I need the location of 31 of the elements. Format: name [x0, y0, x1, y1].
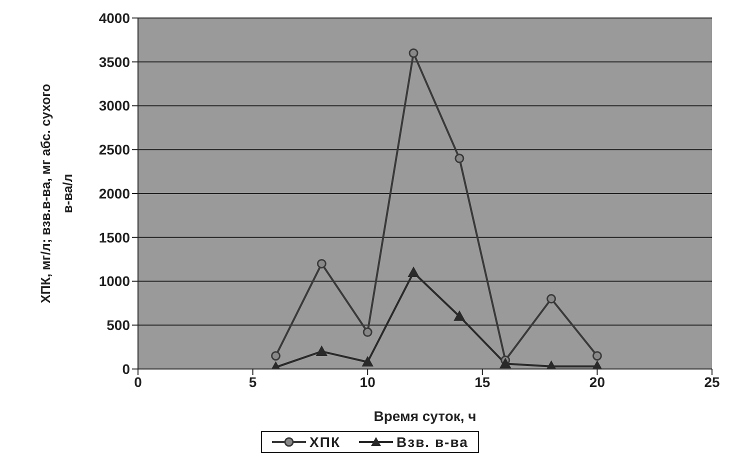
y-tick-label: 4000 — [98, 10, 130, 26]
x-tick-label: 15 — [474, 374, 490, 390]
y-axis-title: ХПК, мг/л; взв.в-ва, мг абс. сухого в-ва/л — [38, 84, 75, 304]
point — [271, 351, 281, 361]
point — [316, 346, 328, 356]
y-tick-label: 0 — [122, 360, 130, 377]
point — [362, 356, 374, 366]
y-tick-label: 1000 — [98, 273, 130, 290]
y-tick-label: 3000 — [98, 98, 130, 114]
x-axis-title: Время суток, ч — [374, 408, 476, 424]
x-tick-label: 10 — [360, 374, 376, 390]
point — [316, 258, 326, 268]
legend-label: Взв. в-ва — [396, 434, 468, 450]
point — [546, 294, 556, 304]
x-tick-label: 20 — [589, 374, 606, 390]
point — [500, 358, 511, 368]
x-tick-label: 0 — [134, 374, 142, 390]
y-tick-label: 1500 — [98, 229, 130, 246]
y-tick-label: 2000 — [98, 185, 130, 202]
point — [592, 351, 602, 361]
legend-label: ХПК — [310, 434, 340, 450]
point — [408, 266, 420, 277]
point — [454, 154, 464, 164]
point — [454, 310, 465, 321]
point — [408, 48, 418, 58]
y-tick-label: 2500 — [98, 142, 130, 158]
x-tick-label: 25 — [704, 374, 720, 390]
x-tick-label: 5 — [248, 374, 257, 390]
y-tick-label: 3500 — [98, 54, 130, 70]
y-tick-label: 500 — [106, 317, 130, 334]
point — [362, 327, 372, 337]
